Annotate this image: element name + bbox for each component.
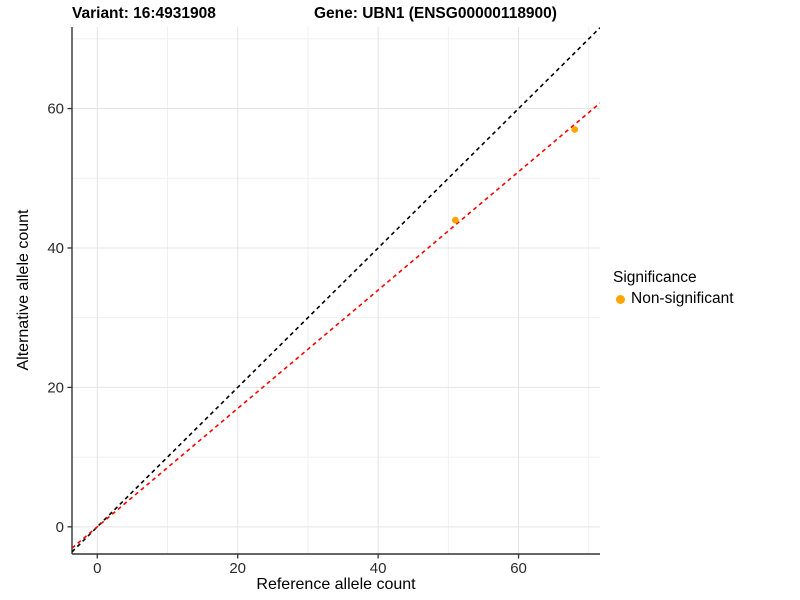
variant-title: Variant: 16:4931908	[72, 5, 216, 22]
non-significant-dot-icon	[616, 294, 625, 304]
legend-item-non-significant: Non-significant	[613, 290, 734, 308]
y-axis-title: Alternative allele count	[15, 209, 32, 371]
fit-line	[72, 102, 600, 549]
legend: Significance Non-significant	[613, 269, 734, 308]
y-tick-label: 60	[47, 101, 64, 118]
data-point	[571, 126, 579, 133]
x-tick-label: 20	[229, 560, 246, 577]
data-point	[451, 216, 459, 224]
x-axis-title: Reference allele count	[256, 576, 416, 593]
identity-line	[72, 27, 600, 553]
legend-title: Significance	[613, 269, 697, 286]
x-tick-label: 0	[93, 560, 101, 577]
x-tick-label: 60	[510, 560, 527, 577]
legend-item-label: Non-significant	[631, 290, 734, 307]
y-tick-label: 0	[56, 519, 64, 536]
x-tick-label: 40	[370, 560, 387, 577]
y-tick-label: 20	[47, 379, 64, 396]
gene-title: Gene: UBN1 (ENSG00000118900)	[314, 5, 557, 22]
y-tick-label: 40	[47, 240, 64, 257]
